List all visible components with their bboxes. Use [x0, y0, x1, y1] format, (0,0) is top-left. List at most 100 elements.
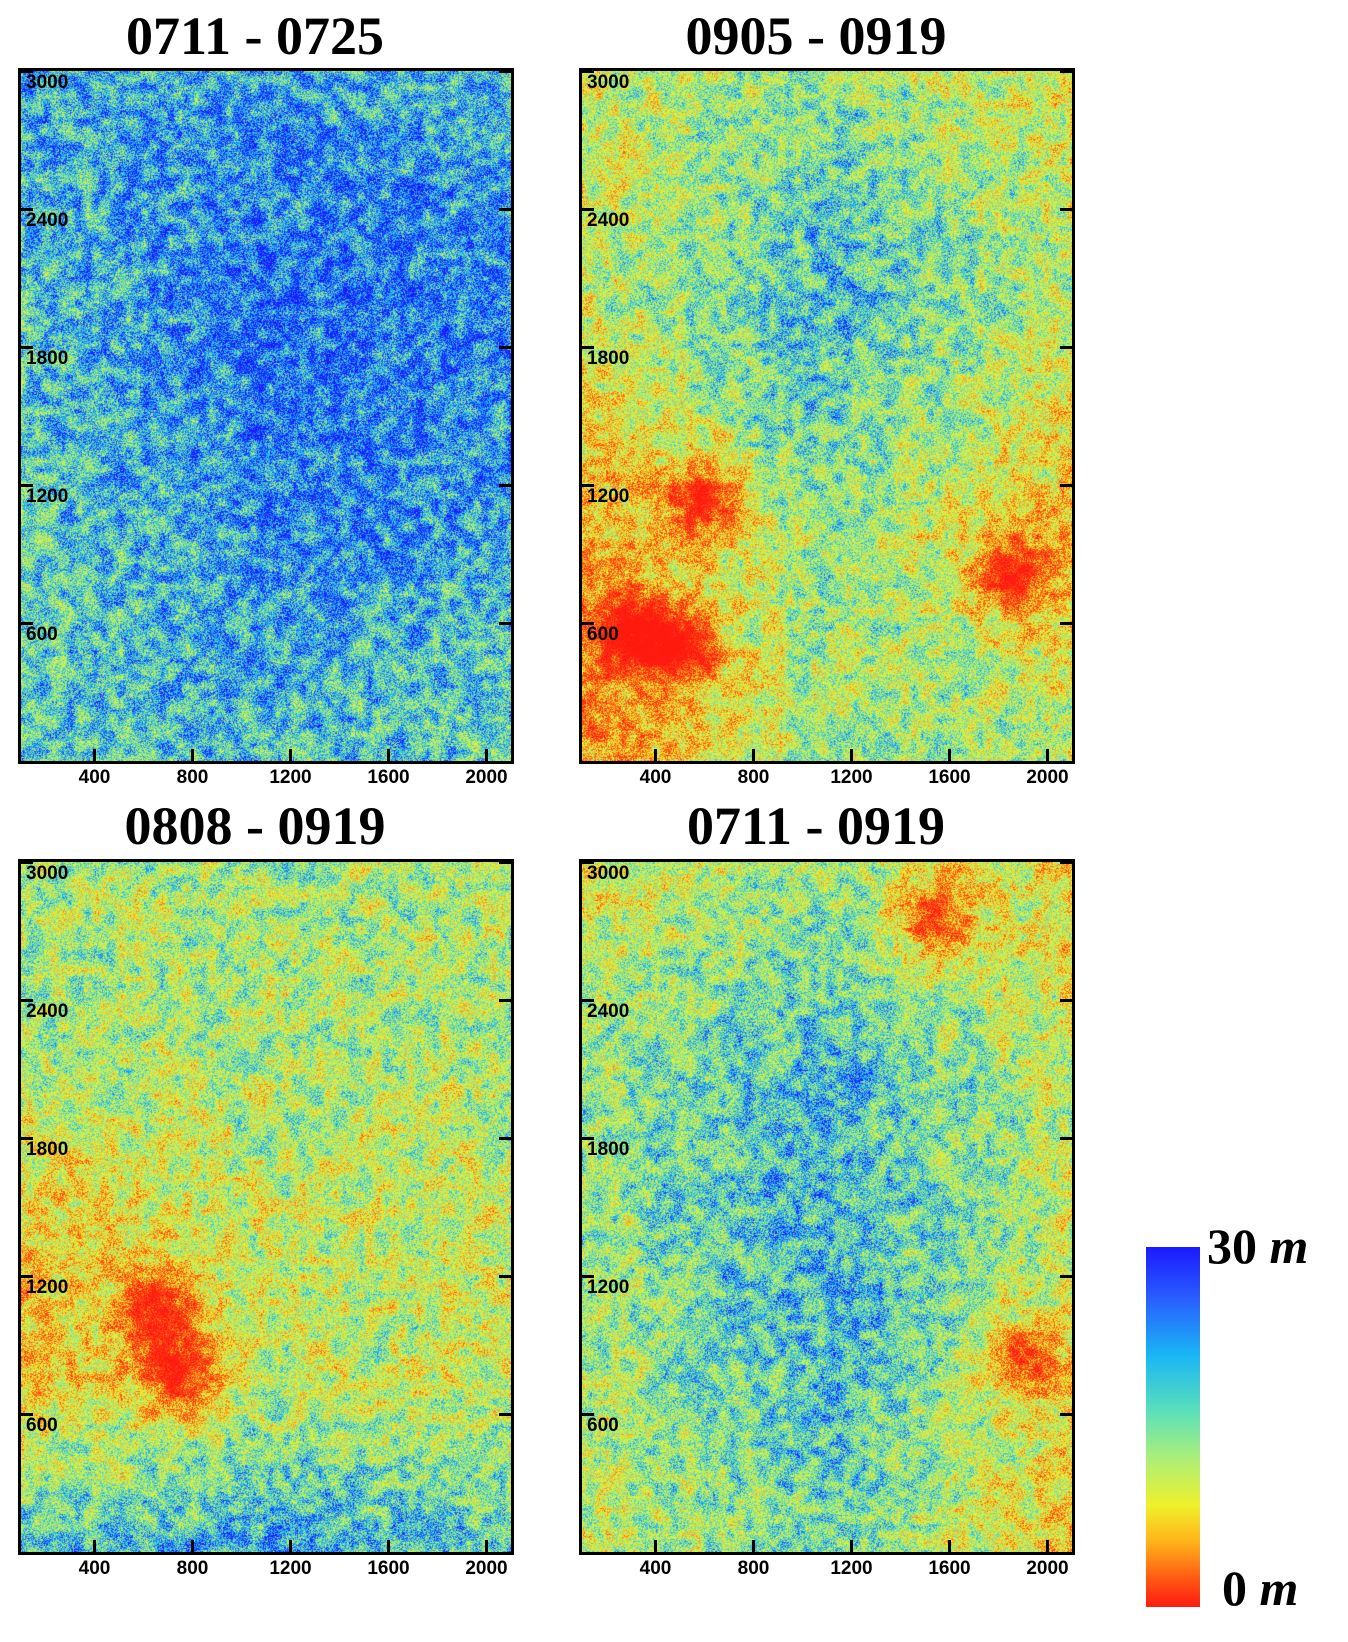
y-tick-mark-right: [1060, 483, 1072, 487]
y-tick-mark: [582, 1136, 594, 1140]
y-tick-mark: [21, 1412, 33, 1416]
heatmap-canvas-4: [582, 862, 1072, 1552]
x-tick-label: 1600: [367, 1558, 410, 1579]
x-tick-label: 1600: [928, 1558, 971, 1579]
y-tick-mark-right: [1060, 345, 1072, 349]
x-tick-label: 400: [639, 1558, 672, 1579]
y-tick-mark: [582, 1412, 594, 1416]
y-tick-label: 2400: [587, 210, 630, 231]
x-tick-mark: [387, 749, 390, 761]
y-tick-mark-right: [499, 207, 511, 211]
y-tick-label: 600: [26, 1415, 58, 1436]
x-tick-label: 1200: [269, 767, 312, 788]
x-tick-mark: [289, 749, 292, 761]
y-tick-mark-right: [1060, 207, 1072, 211]
y-tick-mark: [21, 1136, 33, 1140]
x-tick-label: 1200: [269, 1558, 312, 1579]
heatmap-plot-1: [18, 68, 514, 764]
colorbar: [1146, 1247, 1200, 1607]
y-tick-mark-right: [1060, 1274, 1072, 1278]
x-tick-label: 2000: [1026, 767, 1069, 788]
y-tick-label: 600: [26, 624, 58, 645]
y-tick-label: 3000: [587, 72, 630, 93]
y-tick-label: 3000: [587, 863, 630, 884]
y-tick-label: 1200: [26, 486, 69, 507]
x-tick-mark: [191, 1540, 194, 1552]
y-tick-mark: [21, 860, 33, 864]
y-tick-mark: [582, 860, 594, 864]
y-tick-mark: [21, 207, 33, 211]
x-tick-label: 400: [639, 767, 672, 788]
x-tick-label: 2000: [465, 1558, 508, 1579]
x-tick-mark: [1046, 749, 1049, 761]
x-tick-mark: [1046, 1540, 1049, 1552]
y-tick-label: 2400: [26, 1001, 69, 1022]
heatmap-canvas-3: [21, 862, 511, 1552]
y-tick-mark: [582, 483, 594, 487]
x-tick-mark: [752, 1540, 755, 1552]
y-tick-label: 600: [587, 624, 619, 645]
y-tick-mark: [582, 1274, 594, 1278]
y-tick-mark-right: [499, 1274, 511, 1278]
x-tick-label: 2000: [465, 767, 508, 788]
y-tick-mark: [21, 483, 33, 487]
colorbar-min-unit: m: [1259, 1560, 1299, 1616]
y-tick-mark-right: [499, 1136, 511, 1140]
y-tick-mark: [21, 69, 33, 73]
heatmap-canvas-2: [582, 71, 1072, 761]
y-tick-mark-right: [1060, 1136, 1072, 1140]
y-tick-mark: [21, 998, 33, 1002]
y-tick-mark-right: [1060, 1412, 1072, 1416]
x-tick-mark: [485, 749, 488, 761]
y-tick-mark-right: [499, 621, 511, 625]
y-tick-label: 2400: [587, 1001, 630, 1022]
colorbar-max-value: 30: [1207, 1218, 1257, 1274]
panel-title-2: 0905 - 0919: [685, 6, 947, 66]
heatmap-canvas-1: [21, 71, 511, 761]
x-tick-mark: [191, 749, 194, 761]
heatmap-plot-4: [579, 859, 1075, 1555]
x-tick-label: 800: [737, 767, 770, 788]
y-tick-label: 2400: [26, 210, 69, 231]
y-tick-label: 600: [587, 1415, 619, 1436]
y-tick-label: 1800: [587, 348, 630, 369]
y-tick-mark-right: [499, 69, 511, 73]
y-tick-label: 1200: [587, 486, 630, 507]
x-tick-mark: [654, 1540, 657, 1552]
x-tick-mark: [93, 1540, 96, 1552]
x-tick-label: 1600: [367, 767, 410, 788]
colorbar-max-label: 30 m: [1207, 1218, 1308, 1274]
x-tick-label: 2000: [1026, 1558, 1069, 1579]
y-tick-mark: [582, 207, 594, 211]
colorbar-max-unit: m: [1269, 1218, 1309, 1274]
y-tick-mark: [21, 1274, 33, 1278]
x-tick-label: 800: [176, 767, 209, 788]
y-tick-mark: [21, 621, 33, 625]
colorbar-min-label: 0 m: [1222, 1560, 1298, 1616]
y-tick-mark-right: [1060, 860, 1072, 864]
y-tick-mark-right: [1060, 621, 1072, 625]
x-tick-label: 400: [78, 1558, 111, 1579]
x-tick-mark: [93, 749, 96, 761]
y-tick-mark-right: [1060, 69, 1072, 73]
y-tick-mark-right: [499, 1412, 511, 1416]
x-tick-label: 800: [737, 1558, 770, 1579]
y-tick-label: 1200: [587, 1277, 630, 1298]
panel-title-1: 0711 - 0725: [125, 6, 384, 66]
y-tick-mark-right: [499, 998, 511, 1002]
y-tick-mark-right: [499, 345, 511, 349]
x-tick-label: 1600: [928, 767, 971, 788]
x-tick-mark: [752, 749, 755, 761]
colorbar-min-value: 0: [1222, 1560, 1247, 1616]
y-tick-label: 1800: [587, 1139, 630, 1160]
x-tick-label: 800: [176, 1558, 209, 1579]
x-tick-label: 1200: [830, 1558, 873, 1579]
heatmap-plot-3: [18, 859, 514, 1555]
y-tick-mark: [582, 345, 594, 349]
x-tick-label: 1200: [830, 767, 873, 788]
x-tick-mark: [485, 1540, 488, 1552]
y-tick-label: 1800: [26, 1139, 69, 1160]
x-tick-mark: [387, 1540, 390, 1552]
y-tick-mark: [582, 998, 594, 1002]
x-tick-label: 400: [78, 767, 111, 788]
